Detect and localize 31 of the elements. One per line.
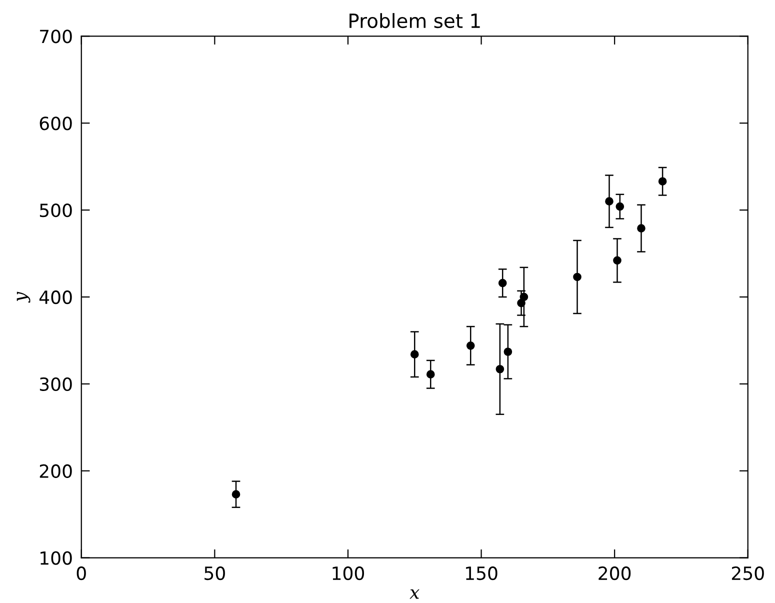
y-tick-label: 600 bbox=[40, 116, 72, 130]
point bbox=[573, 272, 582, 282]
point bbox=[616, 202, 624, 211]
x-tick-label: 250 bbox=[732, 566, 764, 580]
y-tick-label: 300 bbox=[40, 377, 72, 392]
point bbox=[520, 292, 528, 302]
x-tick-label: 100 bbox=[332, 566, 364, 580]
y-tick-label: 400 bbox=[39, 290, 72, 304]
point bbox=[496, 364, 504, 374]
point bbox=[504, 348, 512, 356]
x-axis-title: x bbox=[410, 589, 420, 599]
y-tick-label: 100 bbox=[40, 551, 72, 565]
y-axis-title: y bbox=[16, 292, 30, 303]
point bbox=[232, 490, 240, 498]
y-tick-label: 500 bbox=[40, 204, 72, 218]
point bbox=[498, 278, 507, 288]
point bbox=[410, 350, 419, 359]
point bbox=[637, 224, 646, 232]
point bbox=[613, 256, 622, 265]
x-tick-label: 150 bbox=[466, 566, 498, 580]
y-tick-label: 700 bbox=[40, 30, 72, 44]
point bbox=[466, 341, 475, 350]
point bbox=[517, 298, 526, 308]
x-tick-label: 0 bbox=[76, 566, 86, 580]
point bbox=[605, 197, 614, 206]
x-tick-label: 50 bbox=[204, 566, 225, 580]
point bbox=[426, 370, 435, 379]
point bbox=[658, 177, 667, 186]
chart-title: Problem set 1 bbox=[350, 13, 480, 28]
y-tick-label: 200 bbox=[40, 464, 72, 478]
x-tick-label: 200 bbox=[598, 566, 631, 580]
